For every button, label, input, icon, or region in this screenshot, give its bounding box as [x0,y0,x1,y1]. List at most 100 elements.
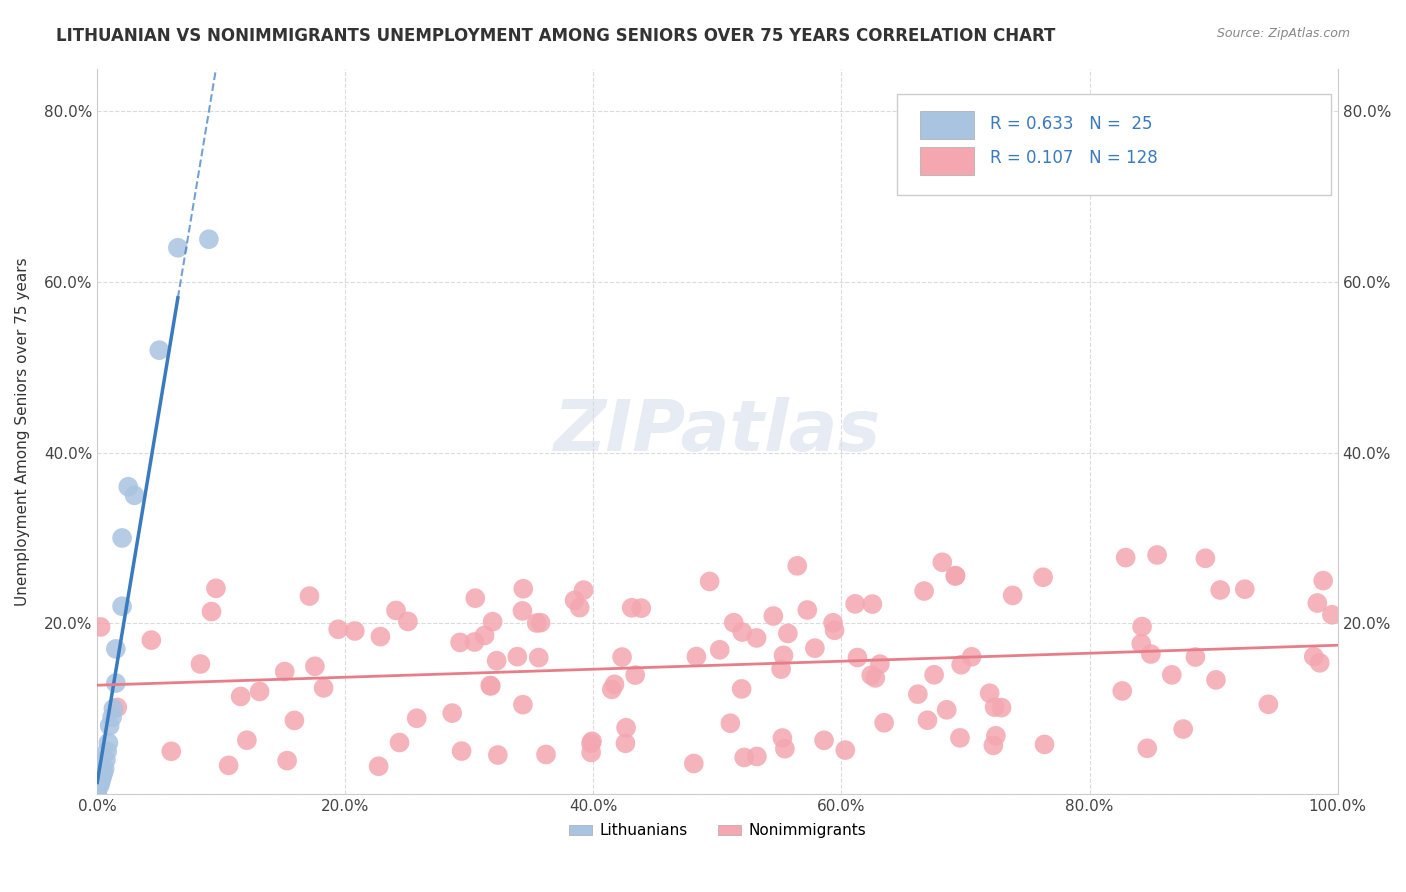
Point [922,667,945,681]
Text: ZIPatlas: ZIPatlas [554,397,882,466]
Point [603,677,626,691]
Point [1033,738,1056,752]
Point [572,583,595,598]
Point [273,665,295,679]
Point [103,701,125,715]
Point [529,615,551,630]
Point [731,625,754,640]
Text: Source: ZipAtlas.com: Source: ZipAtlas.com [1216,27,1350,40]
Point [796,603,818,617]
Point [709,642,731,657]
Point [685,649,707,664]
Point [367,759,389,773]
Point [860,668,883,682]
Point [1205,673,1227,687]
Point [1140,647,1163,661]
Point [512,698,534,712]
Point [568,600,591,615]
Point [813,733,835,747]
Point [205,582,228,596]
Point [229,690,252,704]
Point [101,710,124,724]
Point [770,662,793,676]
Point [111,599,134,614]
Point [385,603,408,617]
Point [167,241,190,255]
Point [86,779,108,793]
Point [98,719,121,733]
Point [198,232,221,246]
Point [218,758,240,772]
Point [772,648,794,663]
Point [1111,684,1133,698]
Point [624,668,647,682]
Point [979,686,1001,700]
Point [160,744,183,758]
Legend: Lithuanians, Nonimmigrants: Lithuanians, Nonimmigrants [562,817,872,845]
Y-axis label: Unemployment Among Seniors over 75 years: Unemployment Among Seniors over 75 years [15,257,30,606]
Point [86,782,108,797]
Point [682,756,704,771]
Point [960,649,983,664]
Point [104,676,127,690]
Point [1320,607,1343,622]
Point [328,622,350,636]
Point [762,609,785,624]
Point [396,615,419,629]
Point [86,770,108,784]
Text: R = 0.633   N =  25: R = 0.633 N = 25 [990,115,1153,134]
Point [1115,550,1137,565]
Point [718,716,741,731]
Point [770,731,793,745]
Point [614,721,637,735]
Point [200,605,222,619]
Point [236,733,259,747]
Point [117,480,139,494]
Point [630,601,652,615]
Point [464,591,486,606]
Point [249,684,271,698]
Point [479,679,502,693]
Point [949,731,972,745]
Point [1309,656,1331,670]
Point [581,734,603,748]
Point [620,600,643,615]
Point [846,650,869,665]
Point [1130,619,1153,633]
Point [745,749,768,764]
Point [945,568,967,582]
Point [865,671,887,685]
Point [93,765,115,780]
Point [983,700,1005,714]
Point [463,635,485,649]
Point [610,650,633,665]
Point [1312,574,1334,588]
Point [481,615,503,629]
Point [304,659,326,673]
Point [1209,582,1232,597]
Point [600,682,623,697]
Point [1233,582,1256,597]
Point [506,649,529,664]
Point [485,654,508,668]
Point [614,736,637,750]
Point [860,597,883,611]
Point [91,770,114,784]
Point [844,597,866,611]
Point [90,774,112,789]
Point [90,620,112,634]
Point [1257,698,1279,712]
Point [1032,570,1054,584]
Point [450,744,472,758]
Point [912,584,935,599]
Point [111,531,134,545]
Point [733,750,755,764]
Text: R = 0.107   N = 128: R = 0.107 N = 128 [990,149,1159,167]
Point [821,615,844,630]
Point [370,630,392,644]
Point [527,650,550,665]
Point [1302,649,1324,664]
Point [1160,668,1182,682]
Point [984,729,1007,743]
Point [312,681,335,695]
